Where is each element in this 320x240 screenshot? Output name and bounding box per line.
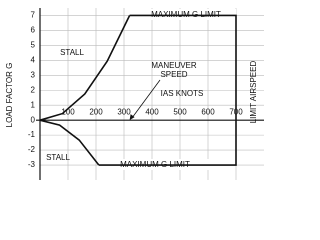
- x-tick-label: 100: [61, 107, 75, 116]
- label-bg: [136, 9, 236, 20]
- x-tick-label: 600: [201, 107, 215, 116]
- annotation: MANEUVER: [151, 61, 197, 70]
- arrowhead: [129, 114, 135, 121]
- arrow: [132, 79, 161, 118]
- annotation: LIMIT AIRSPEED: [249, 61, 258, 124]
- x-tick-label: 200: [89, 107, 103, 116]
- annotation: STALL: [46, 153, 70, 162]
- y-tick-label: 7: [31, 11, 36, 20]
- y-tick-label: 3: [31, 70, 36, 79]
- x-tick-label: 500: [173, 107, 187, 116]
- y-tick-label: 2: [31, 85, 36, 94]
- chart: LOAD FACTOR G IAS KNOTS STALL STALL MANE…: [5, 8, 264, 180]
- x-tick-label: 400: [145, 107, 159, 116]
- envelope-line: [39, 119, 100, 166]
- y-tick-label: 0: [31, 115, 36, 124]
- y-tick-label: 6: [31, 26, 36, 35]
- annotation: STALL: [60, 48, 84, 57]
- x-axis-label: IAS KNOTS: [161, 89, 204, 98]
- annotation: MAXIMUM G LIMIT: [151, 10, 221, 19]
- envelope-line: [39, 15, 131, 121]
- y-tick-label: -3: [28, 160, 36, 169]
- y-tick-label: 1: [31, 100, 36, 109]
- y-tick-label: 5: [31, 41, 36, 50]
- y-axis-label: LOAD FACTOR G: [5, 63, 14, 128]
- annotation: SPEED: [160, 70, 187, 79]
- x-tick-label: 300: [117, 107, 131, 116]
- y-tick-label: -2: [28, 145, 36, 154]
- y-tick-label: 4: [31, 55, 36, 64]
- y-tick-label: -1: [28, 130, 36, 139]
- envelope-line: [98, 14, 237, 166]
